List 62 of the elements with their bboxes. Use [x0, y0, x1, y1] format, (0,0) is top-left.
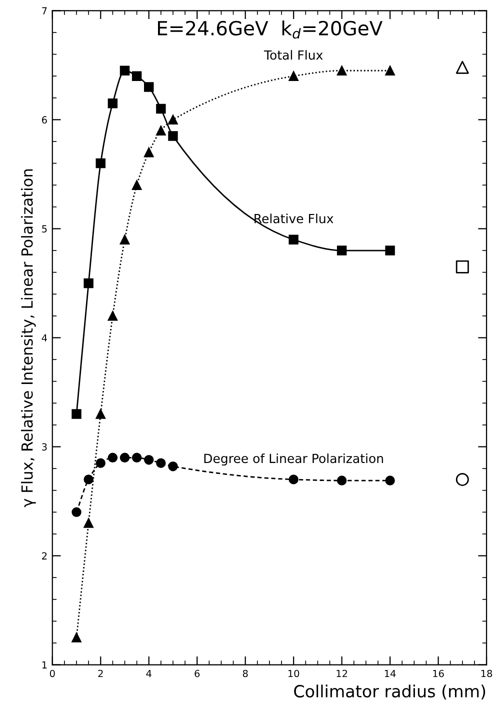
x-tick-label: 8 [242, 670, 248, 678]
point [84, 518, 94, 528]
point [84, 278, 94, 288]
x-tick-label: 2 [98, 670, 103, 678]
x-tick-label: 10 [288, 670, 300, 678]
point [132, 180, 142, 190]
y-tick-label: 3 [42, 443, 47, 451]
point [120, 66, 130, 76]
point [288, 234, 298, 244]
point [336, 66, 347, 76]
point [288, 474, 298, 484]
point [96, 409, 106, 419]
y-tick-label: 4 [42, 334, 47, 342]
point [84, 474, 94, 484]
point [336, 476, 347, 486]
point [288, 71, 298, 81]
x-tick-label: 4 [146, 670, 152, 678]
point [108, 311, 118, 321]
y-tick-label: 7 [42, 7, 47, 14]
point [456, 260, 469, 274]
y-axis-title: γ Flux, Relative Intensity, Linear Polarization [21, 169, 36, 508]
point [144, 148, 154, 158]
point [72, 409, 82, 419]
x-tick-label: 14 [384, 670, 396, 678]
point [120, 234, 130, 244]
x-tick-label: 12 [336, 670, 348, 678]
point [132, 452, 142, 463]
point [96, 458, 106, 468]
point [108, 98, 118, 108]
point [168, 462, 178, 472]
point [144, 82, 154, 92]
point [456, 472, 469, 486]
x-tick-label: 0 [50, 670, 55, 678]
point [168, 131, 178, 141]
point [385, 66, 395, 76]
y-tick-label: 1 [42, 661, 47, 668]
series-label: Degree of Linear Polarization [204, 453, 383, 466]
x-tick-label: 18 [481, 670, 492, 678]
point [108, 452, 118, 463]
point [72, 632, 82, 642]
point [385, 246, 395, 256]
point [336, 246, 347, 256]
point [72, 507, 82, 518]
x-tick-label: 16 [433, 670, 444, 678]
chart-title: E=24.6GeV k$_{d}$=20GeV [158, 20, 382, 39]
point [156, 458, 166, 468]
y-tick-label: 5 [42, 225, 47, 233]
point [96, 158, 106, 168]
point [156, 126, 166, 136]
series-label: Relative Flux [254, 214, 334, 224]
x-axis-title: Collimator radius (mm) [294, 684, 486, 700]
series-label: Total Flux [264, 50, 323, 60]
x-tick-label: 6 [194, 670, 200, 678]
point [120, 452, 130, 463]
point [144, 454, 154, 465]
point [168, 114, 178, 125]
point [385, 476, 395, 486]
point [132, 71, 142, 81]
point [156, 104, 166, 114]
y-tick-label: 2 [42, 552, 47, 560]
y-tick-label: 6 [42, 116, 47, 124]
point [456, 60, 469, 74]
